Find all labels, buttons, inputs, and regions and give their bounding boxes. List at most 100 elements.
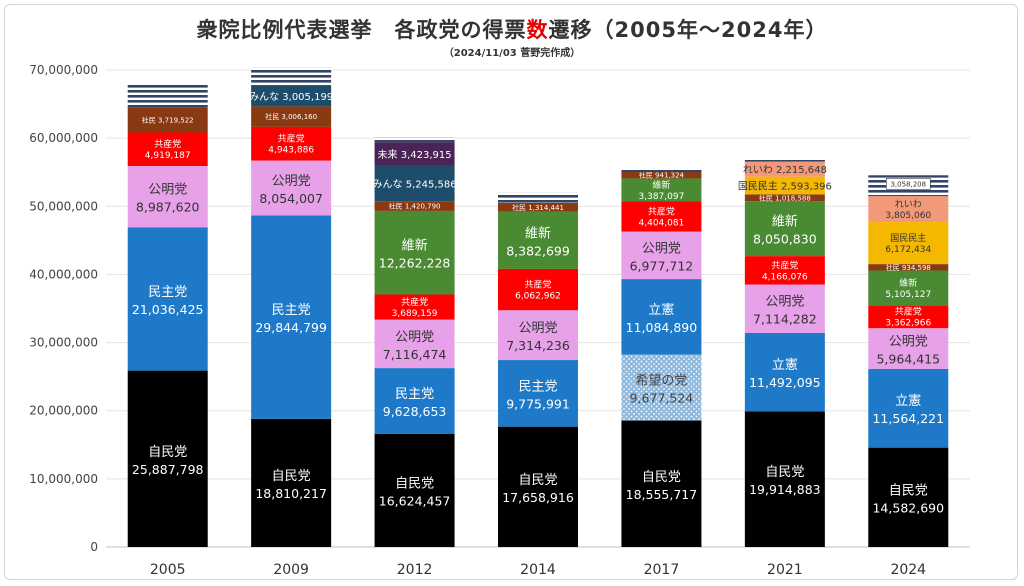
segment-value-label: 11,564,221	[872, 411, 944, 426]
segment-value-label: 8,382,699	[506, 243, 570, 258]
segment-value-label: 8,054,007	[259, 191, 323, 206]
segment-value-label: 9,628,653	[383, 404, 447, 419]
segment-value-label: 11,492,095	[749, 375, 821, 390]
segment-value-label: 25,887,798	[132, 462, 204, 477]
segment-party-label: 共産党	[771, 259, 798, 271]
segment-inline-label: みんな 3,005,199	[249, 91, 333, 103]
segment-party-label: 立憲	[772, 357, 798, 373]
segment-value-label: 8,050,830	[753, 232, 817, 247]
chart-subtitle: （2024/11/03 菅野完作成）	[443, 48, 581, 59]
bar-segment-dpj	[251, 215, 332, 419]
bar-segment-mirai	[374, 142, 455, 166]
segment-value-label: 4,943,886	[268, 146, 314, 156]
bar-segment-ishin	[868, 270, 949, 306]
y-axis: 0 10,000,000 20,000,000 30,000,000 40,000,00…	[29, 63, 98, 554]
bar-segment-komeito	[621, 231, 702, 280]
bar-segment-dpj	[498, 360, 578, 427]
y-tick-label: 30,000,000	[29, 336, 98, 350]
segment-party-label: 公明党	[765, 295, 804, 310]
segment-party-label: 共産党	[401, 296, 428, 308]
x-tick-label: 2017	[644, 562, 680, 578]
segment-value-label: 18,555,717	[626, 487, 698, 502]
bar-segment-ldp	[374, 433, 455, 547]
bar-segment-ldp	[621, 420, 702, 547]
segment-value-label: 16,624,457	[379, 493, 451, 508]
bar-segment-komeito	[744, 284, 825, 333]
bar-segment-cdp	[868, 368, 949, 448]
bar-group-2012: 自民党 16,624,457 民主党 9,628,653 公明党 7,116,474 共産党…	[373, 137, 457, 547]
bar-segment-komeito	[251, 160, 332, 216]
segment-party-label: 共産党	[278, 133, 305, 145]
bar-segment-ishin	[744, 201, 825, 257]
segment-party-label: 自民党	[148, 445, 187, 460]
title-highlight-text: 数	[526, 18, 549, 42]
segment-inline-label: 社民 1,314,441	[512, 203, 564, 212]
x-tick-label: 2005	[150, 562, 186, 578]
bar-segment-cdp	[621, 279, 702, 355]
bar-segment-other	[251, 67, 332, 86]
x-tick-label: 2021	[767, 562, 803, 578]
segment-party-label: 維新	[899, 277, 917, 289]
bar-segment-cdp	[744, 332, 825, 412]
bar-group-2009: 自民党 18,810,217 民主党 29,844,799 公明党 8,054,007 共産…	[249, 67, 333, 547]
top-value-box	[885, 177, 931, 190]
segment-party-label: 自民党	[518, 473, 557, 488]
segment-inline-label: 社民 1,018,588	[759, 193, 811, 202]
bar-segment-dpj	[374, 368, 455, 434]
bar-segment-other	[127, 84, 208, 108]
segment-party-label: 公明党	[889, 335, 928, 350]
y-tick-label: 70,000,000	[29, 63, 98, 77]
segment-party-label: 共産党	[524, 279, 551, 291]
segment-inline-label: 未来 3,423,915	[378, 149, 452, 161]
segment-party-label: 共産党	[154, 138, 181, 150]
segment-value-label: 8,987,620	[136, 200, 200, 215]
segment-party-label: 自民党	[765, 465, 804, 480]
segment-value-label: 7,314,236	[506, 338, 570, 353]
x-tick-label: 2014	[520, 562, 556, 578]
segment-party-label: 自民党	[889, 483, 928, 498]
segment-party-label: 共産党	[648, 206, 675, 218]
segment-party-label: 維新	[772, 214, 798, 230]
bar-segment-ishin	[374, 210, 455, 295]
bar-segment-sdp	[251, 106, 332, 127]
segment-value-label: 9,677,524	[630, 391, 694, 406]
segment-party-label: 自民党	[642, 470, 681, 485]
bar-segment-jcp	[374, 294, 455, 320]
chart-title: 衆院比例代表選挙 各政党の得票数遷移（2005年～2024年）	[0, 14, 1024, 44]
bar-segment-komeito	[498, 310, 578, 361]
segment-value-label: 3,805,060	[885, 211, 931, 221]
segment-party-label: 公明党	[272, 174, 311, 189]
bar-segment-jcp	[621, 201, 702, 232]
segment-value-label: 12,262,228	[379, 256, 451, 271]
segment-party-label: 希望の党	[635, 373, 687, 389]
y-tick-label: 60,000,000	[29, 131, 98, 145]
x-tick-label: 2009	[273, 562, 309, 578]
segment-inline-label: 社民 1,420,790	[389, 202, 441, 211]
segment-party-label: 民主党	[518, 379, 557, 394]
segment-value-label: 19,914,883	[749, 482, 821, 497]
segment-value-label: 6,172,434	[885, 245, 931, 255]
bar-segment-komeito	[374, 319, 455, 369]
segment-party-label: 公明党	[148, 183, 187, 198]
segment-value-label: 6,062,962	[515, 292, 561, 302]
bar-group-2017: 自民党 18,555,717 希望の党 9,677,524 立憲 11,084,890 公明…	[621, 168, 702, 547]
chart-frame	[4, 4, 1018, 580]
segment-party-label: 公明党	[395, 330, 434, 345]
bar-segment-ishin	[498, 211, 578, 269]
segment-value-label: 5,105,127	[885, 290, 931, 300]
segment-party-label: 維新	[525, 225, 551, 241]
y-tick-label: 0	[90, 540, 98, 554]
bar-segment-komeito	[127, 166, 208, 228]
bar-segment-sdp	[744, 194, 825, 202]
top-value-label: 3,058,208	[890, 180, 926, 188]
bar-segment-minna	[374, 165, 455, 202]
bar-segment-other	[374, 137, 455, 143]
bar-segment-reiwa	[868, 196, 949, 223]
bar-segment-ishin	[621, 178, 702, 202]
segment-value-label: 3,387,097	[639, 192, 685, 202]
segment-value-label: 14,582,690	[872, 500, 944, 515]
bar-segment-ldp	[498, 426, 578, 547]
bar-segment-ldp	[744, 411, 825, 547]
segment-value-label: 4,166,076	[762, 272, 808, 282]
